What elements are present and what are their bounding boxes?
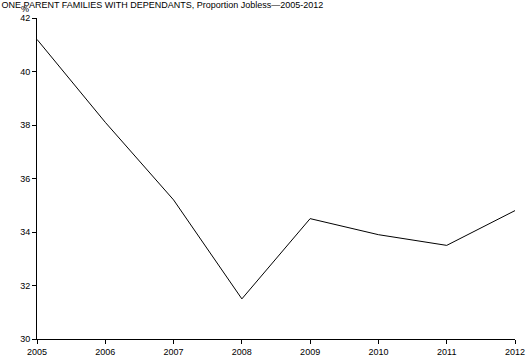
svg-text:2006: 2006: [95, 347, 115, 357]
svg-text:36: 36: [20, 174, 30, 184]
svg-text:2011: 2011: [437, 347, 456, 357]
svg-text:38: 38: [20, 120, 30, 130]
svg-text:2008: 2008: [232, 347, 252, 357]
svg-text:2007: 2007: [164, 347, 184, 357]
svg-text:42: 42: [20, 13, 30, 23]
svg-text:%: %: [21, 4, 29, 14]
svg-text:2009: 2009: [300, 347, 320, 357]
svg-text:2005: 2005: [27, 347, 47, 357]
svg-text:40: 40: [20, 67, 30, 77]
svg-text:ONE PARENT FAMILIES WITH DEPEN: ONE PARENT FAMILIES WITH DEPENDANTS, Pro…: [2, 0, 324, 10]
svg-text:32: 32: [20, 281, 30, 291]
svg-text:34: 34: [20, 227, 30, 237]
svg-text:2010: 2010: [368, 347, 388, 357]
svg-text:30: 30: [20, 334, 30, 344]
svg-text:2012: 2012: [505, 347, 525, 357]
